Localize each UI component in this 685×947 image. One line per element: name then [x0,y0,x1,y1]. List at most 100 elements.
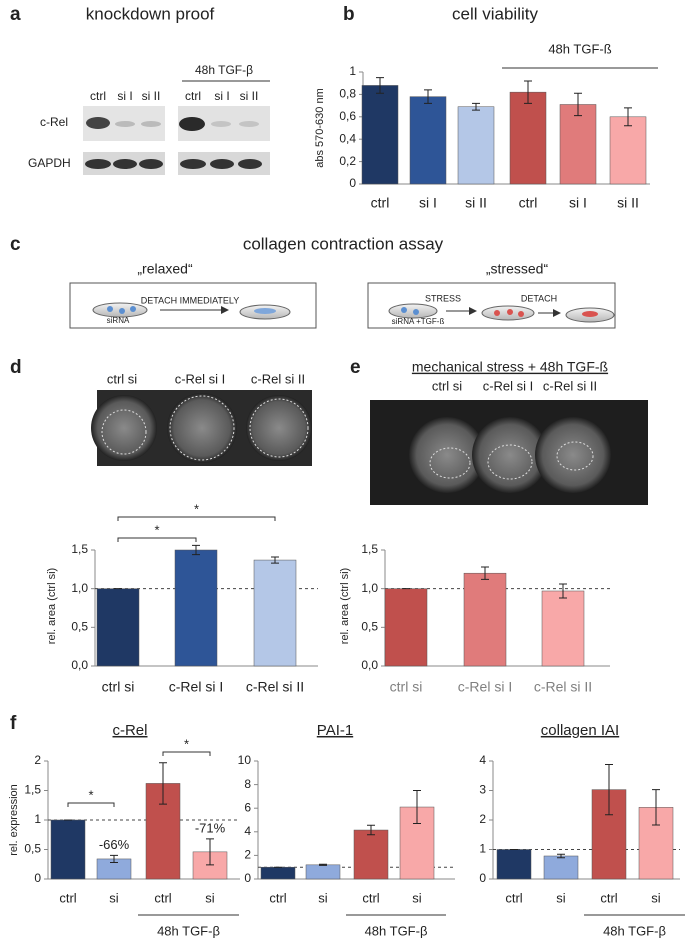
band [239,121,259,127]
x-tick-label: si [412,890,422,905]
bar [353,829,389,880]
western-blot: knockdown proof 48h TGF-β ctrl si I si I… [28,4,270,175]
photo-label: c-Rel si I [175,371,226,386]
blot-title: knockdown proof [86,4,215,23]
blot-treatment: 48h TGF-β [195,63,253,77]
assay-title: collagen contraction assay [243,234,444,253]
significance-label: * [88,787,93,802]
sample-label: siRNA [107,316,130,325]
panel-letter: c [10,234,21,255]
lane-label: ctrl [185,89,201,103]
row-label: GAPDH [28,156,71,170]
y-tick-label: 8 [244,777,251,791]
band [179,117,205,131]
error-bar [559,583,567,599]
y-tick-label: 1,0 [361,581,378,595]
band [139,159,163,169]
x-tick-label: si [109,890,119,905]
chart-title: collagen IAI [541,722,619,739]
well [246,395,312,461]
x-tick-label: c-Rel si I [169,679,223,695]
cell [507,309,513,315]
y-tick-label: 0,0 [361,658,378,672]
y-tick-label: 0 [244,871,251,885]
scheme-box [367,282,616,329]
x-tick-label: si I [419,195,437,211]
error-bar [472,102,480,111]
error-bar [557,853,565,859]
gel-outline [487,444,533,480]
significance-label: * [154,522,159,537]
band [113,159,137,169]
chart-title: PAI-1 [317,722,353,739]
bar [409,96,447,185]
step-label: DETACH [521,293,557,303]
gel-outline [169,395,235,461]
x-tick-label: c-Rel si I [458,679,512,695]
significance-bracket [67,802,115,807]
bar [260,866,296,880]
bar [253,559,297,667]
error-bar [424,89,432,104]
y-tick-label: 4 [479,753,486,767]
gel [254,308,276,314]
significance-label: * [194,501,199,516]
x-tick-label: si [205,890,215,905]
y-tick-label: 1,5 [361,542,378,556]
group-label: 48h TGF-β [157,923,220,938]
photo-e: mechanical stress + 48h TGF-ß ctrl si c-… [370,359,648,505]
lane-label: si II [240,89,259,103]
x-tick-label: ctrl [519,195,538,211]
y-tick-label: 0,5 [361,620,378,634]
cell [518,311,524,317]
band [86,117,110,129]
error-bar [159,762,167,805]
cell [413,309,419,315]
chart-title: cell viability [452,4,538,23]
error-bar [192,544,200,556]
y-axis-label: abs 570-630 nm [314,88,326,168]
well [91,395,157,461]
y-tick-label: 1,5 [71,542,88,556]
bar [457,106,495,185]
y-tick-label: 0,6 [339,109,356,123]
well [167,393,237,463]
photo-label: c-Rel si II [251,371,305,386]
panel-letter: b [343,4,355,25]
bar [174,549,218,667]
photo-label: c-Rel si II [543,378,597,393]
band [180,159,206,169]
error-bar [605,764,613,816]
cell [107,306,113,312]
y-tick-label: 1 [34,812,41,826]
panel-letter: f [10,713,17,734]
gel [582,311,598,317]
x-tick-label: c-Rel si II [246,679,304,695]
gel-outline [101,409,147,455]
y-tick-label: 1,0 [71,581,88,595]
bar [541,590,585,667]
cell [401,307,407,313]
dish [388,303,438,319]
group-label: 48h TGF-β [603,923,666,938]
y-tick-label: 0,5 [71,620,88,634]
significance-label: * [184,736,189,751]
x-tick-label: ctrl [505,890,522,905]
bar [384,588,428,667]
chart-title: c-Rel [112,722,147,739]
lane-label: si I [117,89,132,103]
condition-label: „stressed“ [486,261,549,277]
photo-d: ctrl si c-Rel si I c-Rel si II [91,371,312,466]
band [115,121,135,127]
significance-bracket [117,537,197,542]
y-tick-label: 1 [479,842,486,856]
well [535,417,611,493]
assay-scheme: collagen contraction assay „relaxed“ „st… [69,234,616,329]
band [85,159,111,169]
x-tick-label: si [318,890,328,905]
cell [130,306,136,312]
gel-outline [556,441,594,471]
x-tick-label: ctrl [371,195,390,211]
band [141,121,161,127]
